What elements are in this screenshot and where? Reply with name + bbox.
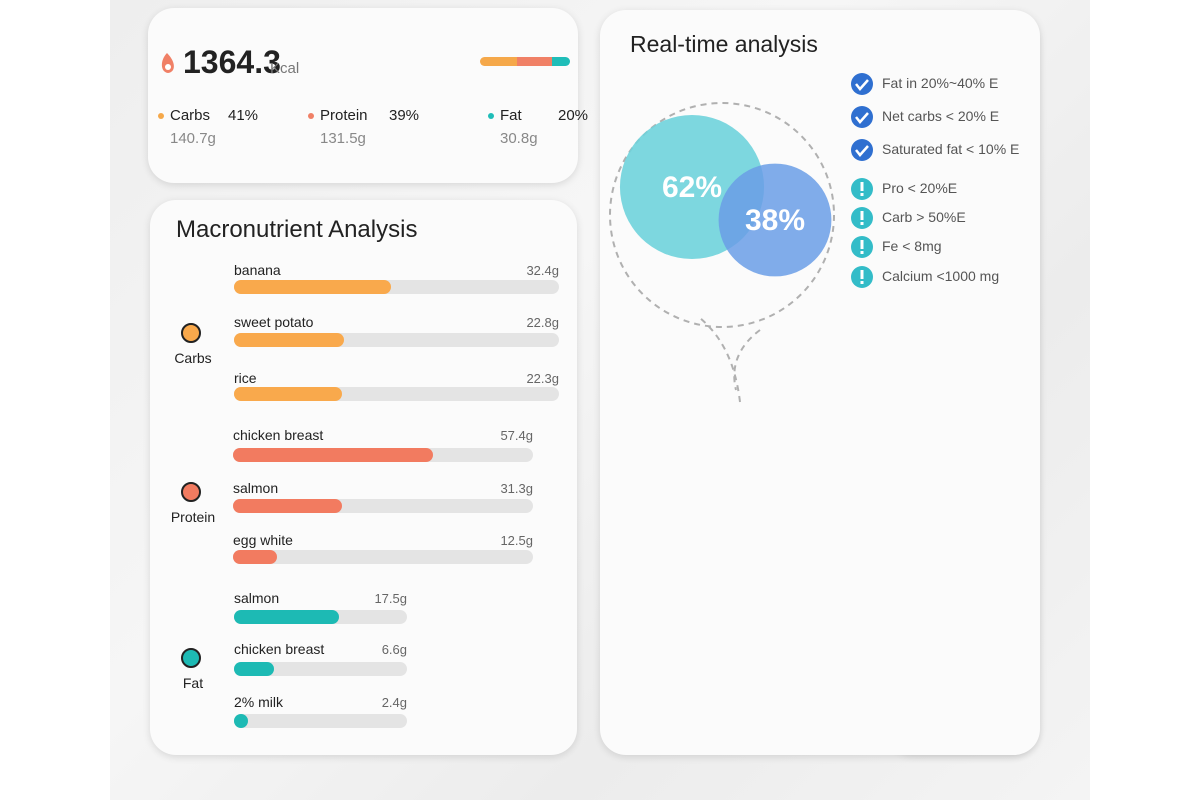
macro-grams: 30.8g <box>500 130 538 147</box>
food-name: rice <box>234 370 257 386</box>
ratio-label: 38% <box>745 204 805 237</box>
food-amount: 6.6g <box>381 642 407 657</box>
food-amount: 2.4g <box>381 695 407 710</box>
check-text: Saturated fat < 10% E <box>882 141 1020 157</box>
macro-name: Fat <box>500 107 522 124</box>
pass-icon <box>851 139 873 161</box>
realtime-title: Real-time analysis <box>630 31 818 57</box>
food-name: chicken breast <box>233 427 324 443</box>
group-name: Fat <box>182 675 204 691</box>
warn-mark <box>860 182 864 191</box>
food-amount: 22.3g <box>526 371 559 386</box>
group-name: Protein <box>170 509 216 525</box>
calorie-unit: Kcal <box>270 60 300 77</box>
ratio-circle <box>718 163 832 277</box>
bar-track <box>234 610 407 624</box>
warn-mark <box>860 240 864 249</box>
group-icon <box>181 482 201 502</box>
pass-check <box>855 112 869 124</box>
bubble-outline <box>609 102 835 328</box>
food-name: chicken breast <box>234 641 325 657</box>
flame-shape <box>161 53 174 73</box>
food-name: 2% milk <box>234 694 284 710</box>
bar-track <box>234 280 559 294</box>
macro-name: Carbs <box>170 107 211 124</box>
ratio-label: 62% <box>662 171 722 204</box>
pass-icon <box>851 73 873 95</box>
warn-mark <box>860 270 864 279</box>
food-name: salmon <box>233 480 279 496</box>
pass-check <box>855 79 869 91</box>
check-text: Carb > 50%E <box>882 209 966 225</box>
bar <box>234 333 345 347</box>
food-name: sweet potato <box>234 314 314 330</box>
warn-mark <box>860 211 864 220</box>
bar-track <box>233 550 533 564</box>
bar <box>233 550 277 564</box>
bar <box>233 499 343 513</box>
food-amount: 31.3g <box>500 481 533 496</box>
bar <box>234 387 343 401</box>
warn-dot <box>860 281 864 284</box>
bubble-tail <box>699 317 761 403</box>
food-amount: 32.4g <box>526 263 559 278</box>
food-amount: 57.4g <box>500 428 533 443</box>
food-amount: 17.5g <box>374 591 407 606</box>
macro-title: Macronutrient Analysis <box>176 216 418 243</box>
macro-bar-segment <box>516 57 552 66</box>
bar <box>234 610 339 624</box>
macro-dot <box>488 113 494 119</box>
pass-check <box>855 145 869 157</box>
bar <box>234 714 249 728</box>
bar-track <box>234 662 407 676</box>
flame-core <box>165 64 171 70</box>
food-amount: 22.8g <box>526 315 559 330</box>
group-icon <box>181 323 201 343</box>
bar-track <box>234 333 559 347</box>
macro-bar-segment <box>552 57 570 66</box>
check-text: Fe < 8mg <box>882 238 942 254</box>
macro-grams: 131.5g <box>320 130 366 147</box>
check-text: Pro < 20%E <box>882 180 958 196</box>
warn-dot <box>860 193 864 196</box>
warn-dot <box>860 251 864 254</box>
macro-dot <box>158 113 164 119</box>
bar-track <box>233 499 533 513</box>
calories: 1364.3 <box>183 44 281 80</box>
bar-track <box>234 387 559 401</box>
bar <box>233 448 433 462</box>
group-icon <box>181 648 201 668</box>
macro-grams: 140.7g <box>170 130 216 147</box>
food-name: banana <box>234 262 281 278</box>
check-text: Calcium <1000 mg <box>882 268 1000 284</box>
bar <box>234 280 391 294</box>
macro-name: Protein <box>320 107 368 124</box>
warn-dot <box>860 222 864 225</box>
flame <box>161 53 174 73</box>
summary-card <box>148 8 578 183</box>
group-name: Carbs <box>174 350 212 366</box>
macro-dot <box>308 113 314 119</box>
macro-percent: 20% <box>558 107 589 124</box>
bar <box>234 662 274 676</box>
bar-track <box>234 714 407 728</box>
macro-bar-segment <box>480 57 517 66</box>
macro-percent: 39% <box>389 107 420 124</box>
food-amount: 12.5g <box>500 533 533 548</box>
bar-track <box>233 448 533 462</box>
food-name: egg white <box>233 532 293 548</box>
check-text: Net carbs < 20% E <box>882 108 1000 124</box>
check-text: Fat in 20%~40% E <box>882 75 999 91</box>
food-name: salmon <box>234 590 280 606</box>
pass-icon <box>851 106 873 128</box>
macro-percent: 41% <box>228 107 259 124</box>
